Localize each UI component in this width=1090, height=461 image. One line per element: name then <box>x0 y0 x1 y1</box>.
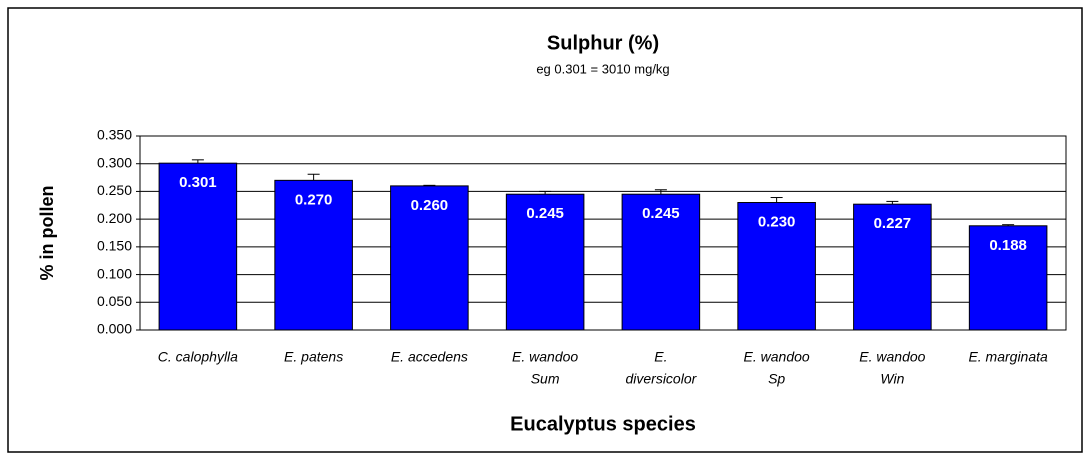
x-tick-label: E. wandoo <box>512 349 578 365</box>
x-tick-label: E. wandoo <box>859 349 925 365</box>
bar <box>968 225 1048 331</box>
value-label: 0.301 <box>179 174 217 191</box>
y-tick-label: 0.200 <box>97 210 132 226</box>
y-tick-label: 0.000 <box>97 321 132 337</box>
chart-title: Sulphur (%) <box>547 32 659 54</box>
value-label: 0.227 <box>874 215 912 232</box>
chart-subtitle: eg 0.301 = 3010 mg/kg <box>536 61 669 76</box>
x-tick-label: E. <box>654 349 667 365</box>
x-tick-label: E. accedens <box>391 349 468 365</box>
x-tick-label: E. patens <box>284 349 343 365</box>
x-tick-label: Sp <box>768 371 785 387</box>
x-tick-label: E. wandoo <box>744 349 810 365</box>
y-tick-label: 0.250 <box>97 182 132 198</box>
plot-border <box>139 135 1067 331</box>
x-tick-label: diversicolor <box>625 371 697 387</box>
value-label: 0.245 <box>642 205 680 222</box>
bar <box>505 193 585 331</box>
x-tick-label: C. calophylla <box>158 349 238 365</box>
bar <box>158 162 238 331</box>
bar <box>737 202 816 331</box>
value-label: 0.188 <box>989 237 1027 254</box>
x-tick-label: E. marginata <box>968 349 1048 365</box>
value-label: 0.260 <box>411 197 449 214</box>
value-label: 0.270 <box>295 191 333 208</box>
y-tick-label: 0.050 <box>97 293 132 309</box>
value-label: 0.245 <box>526 205 564 222</box>
y-tick-label: 0.150 <box>97 238 132 254</box>
y-tick-label: 0.300 <box>97 154 132 170</box>
bar <box>274 179 353 331</box>
bar <box>390 185 469 331</box>
y-tick-label: 0.350 <box>97 127 132 143</box>
x-axis-label: Eucalyptus species <box>510 413 696 435</box>
bar <box>621 193 701 331</box>
value-label: 0.230 <box>758 213 796 230</box>
bar <box>853 203 932 331</box>
y-axis-label: % in pollen <box>37 185 57 280</box>
y-tick-label: 0.100 <box>97 265 132 281</box>
x-tick-label: Win <box>880 371 904 387</box>
x-tick-label: Sum <box>531 371 560 387</box>
